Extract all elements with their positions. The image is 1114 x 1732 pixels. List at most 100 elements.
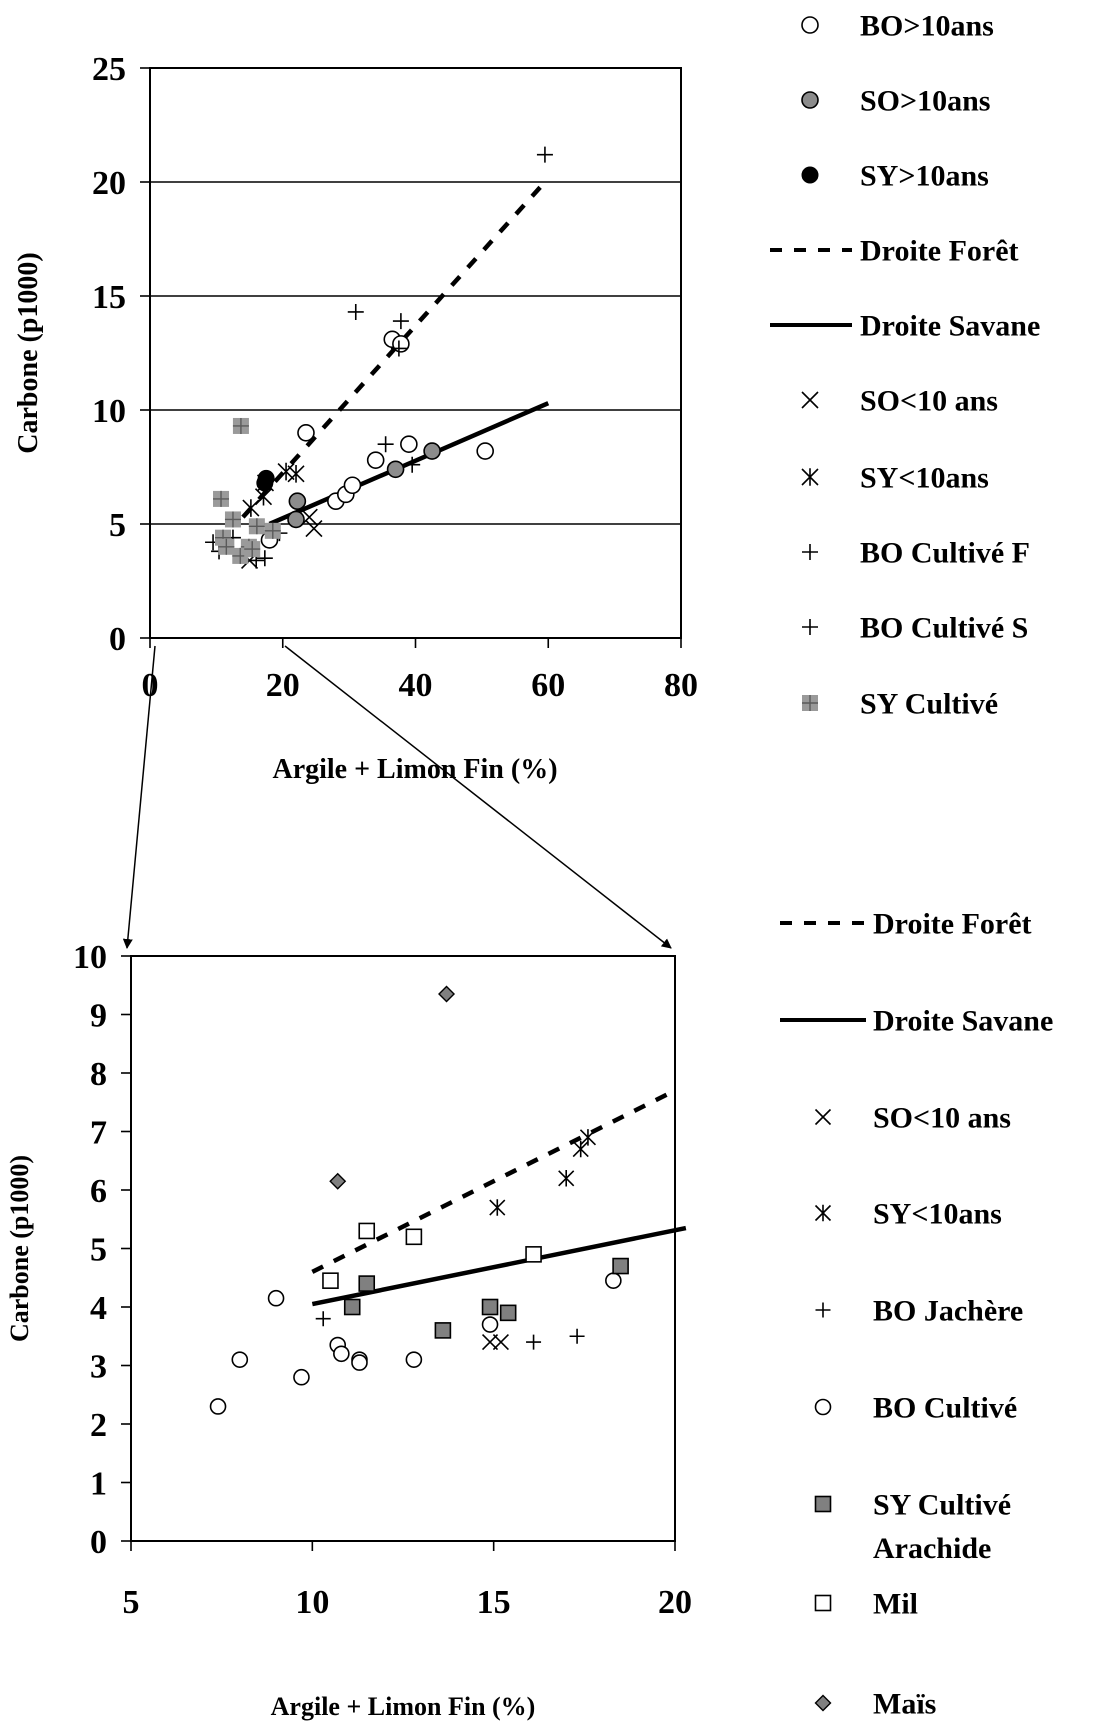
legend-swatch-bo-cultive bbox=[814, 1398, 832, 1416]
point-bo-cultive-f-0 bbox=[536, 146, 553, 163]
data-points bbox=[205, 146, 553, 570]
y-axis-label: Carbone (p1000) bbox=[5, 1155, 34, 1342]
point-mais-1 bbox=[438, 985, 456, 1003]
regression-lines bbox=[241, 180, 550, 527]
legend-swatch-so-gt-10ans bbox=[801, 91, 819, 109]
y-axis-ticks: 0 1 2 3 4 5 6 7 8 9 10 bbox=[73, 939, 131, 1561]
x-axis-label: Argile + Limon Fin (%) bbox=[271, 1692, 536, 1721]
legend-label-mais: Maïs bbox=[873, 1688, 936, 1721]
point-bo-gt-10ans-6 bbox=[343, 476, 362, 495]
point-bo-cultive-s-3 bbox=[256, 550, 273, 567]
legend-item-droite-foret: Droite Forêt bbox=[780, 908, 1032, 941]
x-axis-label: Argile + Limon Fin (%) bbox=[272, 754, 557, 785]
y-tick-label-5: 5 bbox=[90, 1231, 107, 1268]
legend-label-sy-lt-10ans: SY<10ans bbox=[860, 462, 989, 495]
series-sy-lt-10ans bbox=[489, 1129, 597, 1216]
point-bo-gt-10ans-2 bbox=[392, 335, 410, 353]
line-droite-foret bbox=[241, 180, 547, 519]
legend: BO>10ans SO>10ans SY>10ans Droite Forêt Droi… bbox=[770, 10, 1040, 721]
point-sy-cultive-0 bbox=[232, 417, 249, 434]
point-so-gt-10ans-0 bbox=[288, 492, 307, 511]
line-droite-savane bbox=[268, 401, 550, 527]
zoom-arrow-left bbox=[122, 645, 156, 949]
point-sy-lt-10ans-4 bbox=[287, 465, 305, 483]
series-bo-gt-10ans bbox=[260, 330, 494, 549]
point-bo-cultive-5 bbox=[333, 1345, 350, 1363]
legend-swatch-so-lt-10-ans bbox=[814, 1108, 832, 1126]
legend-swatch-sy-lt-10ans bbox=[801, 468, 819, 486]
point-bo-cultive-f-4 bbox=[377, 436, 394, 453]
point-sy-cultive-arachide-1 bbox=[358, 1275, 376, 1292]
point-mil-3 bbox=[525, 1246, 542, 1263]
legend-item-bo-cultive-s: BO Cultivé S bbox=[802, 612, 1028, 645]
legend-label-droite-foret: Droite Forêt bbox=[860, 235, 1019, 268]
x-axis-ticks: 5 10 15 20 bbox=[123, 1541, 692, 1621]
series-mil bbox=[322, 1222, 542, 1289]
legend-swatch-sy-lt-10ans bbox=[814, 1204, 832, 1222]
y-tick-label-10: 10 bbox=[92, 393, 126, 430]
point-bo-cultive-0 bbox=[209, 1398, 227, 1415]
point-bo-gt-10ans-9 bbox=[476, 442, 494, 460]
y-tick-label-2: 2 bbox=[90, 1407, 107, 1444]
legend: Droite Forêt Droite Savane SO<10 ans SY<10a… bbox=[780, 908, 1053, 1721]
legend-label-sy-gt-10ans: SY>10ans bbox=[860, 160, 989, 193]
legend-label-bo-cultive-f: BO Cultivé F bbox=[860, 537, 1030, 570]
y-tick-label-0: 0 bbox=[109, 621, 126, 658]
point-bo-jachere-0 bbox=[315, 1311, 331, 1327]
point-sy-cultive-arachide-4 bbox=[499, 1304, 517, 1322]
point-mil-0 bbox=[322, 1272, 339, 1289]
point-bo-cultive-f-3 bbox=[390, 340, 407, 357]
point-sy-cultive-1 bbox=[213, 490, 230, 507]
series-so-gt-10ans bbox=[287, 442, 441, 529]
legend-label-bo-cultive: BO Cultivé bbox=[873, 1392, 1017, 1425]
point-bo-cultive-10 bbox=[605, 1272, 622, 1289]
point-sy-lt-10ans-3 bbox=[579, 1129, 597, 1146]
legend-label-bo-cultive-s: BO Cultivé S bbox=[860, 612, 1028, 645]
y-axis-label: Carbone (p1000) bbox=[13, 252, 44, 453]
x-tick-label-20: 20 bbox=[658, 1584, 692, 1621]
legend-label-sy-cultive-arachide: SY Cultivé Arachide bbox=[873, 1489, 1011, 1566]
x-tick-label-60: 60 bbox=[531, 667, 565, 704]
legend-label-bo-gt-10ans: BO>10ans bbox=[860, 10, 994, 43]
point-bo-cultive-f-2 bbox=[392, 313, 409, 330]
y-tick-label-1: 1 bbox=[90, 1465, 107, 1502]
y-tick-label-0: 0 bbox=[90, 1524, 107, 1561]
y-tick-label-5: 5 bbox=[109, 507, 126, 544]
legend-item-so-gt-10ans: SO>10ans bbox=[801, 85, 990, 118]
series-bo-cultive-f bbox=[347, 146, 553, 473]
point-so-lt-10-ans-2 bbox=[300, 508, 318, 526]
series-bo-cultive bbox=[209, 1272, 622, 1415]
legend-item-mais: Maïs bbox=[814, 1688, 936, 1721]
point-bo-jachere-2 bbox=[569, 1328, 585, 1344]
zoom-connector-arrows bbox=[122, 645, 672, 949]
point-sy-lt-10ans-0 bbox=[242, 499, 260, 517]
y-tick-label-6: 6 bbox=[90, 1173, 107, 1210]
legend-label-droite-savane: Droite Savane bbox=[860, 310, 1040, 343]
x-tick-label-80: 80 bbox=[664, 667, 698, 704]
point-bo-cultive-2 bbox=[267, 1289, 285, 1307]
legend-item-so-lt-10-ans: SO<10 ans bbox=[801, 385, 998, 418]
legend-item-droite-savane: Droite Savane bbox=[780, 1005, 1053, 1038]
legend-label-bo-jachere: BO Jachère bbox=[873, 1295, 1023, 1328]
zoomed-scatter-chart: 0 1 2 3 4 5 6 7 8 9 10 5 10 15 20 Carbone (p1000) Arg… bbox=[5, 908, 1053, 1722]
point-sy-cultive-arachide-5 bbox=[612, 1257, 629, 1275]
main-scatter-chart: 0 5 10 15 20 25 0 20 40 60 80 Carbone (p1000) Arg… bbox=[13, 10, 1040, 786]
x-tick-label-10: 10 bbox=[295, 1584, 329, 1621]
series-sy-cultive-arachide bbox=[343, 1257, 629, 1339]
legend-item-bo-cultive: BO Cultivé bbox=[814, 1392, 1017, 1425]
legend-label-sy-lt-10ans: SY<10ans bbox=[873, 1198, 1002, 1231]
y-tick-label-10: 10 bbox=[73, 939, 107, 976]
point-bo-cultive-3 bbox=[293, 1368, 310, 1386]
x-tick-label-0: 0 bbox=[142, 667, 159, 704]
x-axis-ticks: 0 20 40 60 80 bbox=[142, 638, 698, 704]
y-tick-label-3: 3 bbox=[90, 1348, 107, 1385]
legend-item-sy-cultive-arachide: SY Cultivé Arachide bbox=[814, 1489, 1011, 1566]
point-mil-2 bbox=[405, 1228, 423, 1246]
line-droite-foret bbox=[311, 1088, 677, 1274]
point-bo-cultive-8 bbox=[405, 1351, 423, 1368]
legend-item-sy-lt-10ans: SY<10ans bbox=[801, 462, 989, 495]
point-sy-cultive-arachide-2 bbox=[434, 1322, 452, 1339]
y-axis-ticks: 0 5 10 15 20 25 bbox=[92, 51, 150, 658]
legend-item-droite-foret: Droite Forêt bbox=[770, 235, 1019, 268]
